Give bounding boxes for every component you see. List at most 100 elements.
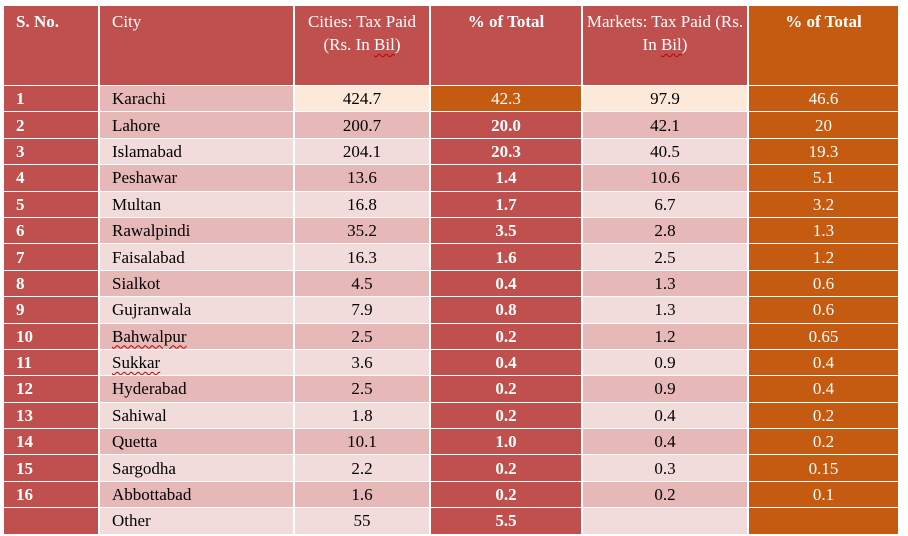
header-markets-pct-total: % of Total <box>749 6 900 86</box>
row-city-tax: 1.6 <box>295 481 431 509</box>
row-city-pct: 5.5 <box>431 508 583 535</box>
row-city-pct: 0.2 <box>431 481 583 509</box>
row-market-tax: 0.9 <box>583 376 749 403</box>
header-cities-tax-text: Cities: Tax Paid (Rs. In <box>307 12 417 54</box>
row-sno: 11 <box>4 349 100 377</box>
row-city-tax: 200.7 <box>295 112 431 139</box>
row-city-pct: 20.0 <box>431 112 583 139</box>
row-market-tax: 40.5 <box>583 138 749 166</box>
header-markets-tax-text: Markets: Tax Paid (Rs. In <box>586 12 744 54</box>
row-market-tax: 10.6 <box>583 165 749 192</box>
header-markets-tax: Markets: Tax Paid (Rs. In Bil) <box>583 6 749 86</box>
table-row: 4 Peshawar 13.6 1.4 10.6 5.1 <box>4 165 900 192</box>
row-market-pct: 0.4 <box>749 376 900 403</box>
row-sno: 10 <box>4 323 100 350</box>
row-city-pct: 1.6 <box>431 244 583 271</box>
row-market-pct: 1.2 <box>749 244 900 271</box>
row-market-pct: 0.4 <box>749 349 900 377</box>
row-city-pct: 20.3 <box>431 138 583 166</box>
row-sno: 4 <box>4 165 100 192</box>
table-row: 15 Sargodha 2.2 0.2 0.3 0.15 <box>4 455 900 482</box>
header-city: City <box>100 6 295 86</box>
table-body: 1 Karachi 424.7 42.3 97.9 46.6 2 Lahore 200.7 20.… <box>4 86 900 535</box>
header-markets-tax-close: ) <box>681 35 688 54</box>
row-city-pct: 1.7 <box>431 191 583 218</box>
table-row: 7 Faisalabad 16.3 1.6 2.5 1.2 <box>4 244 900 271</box>
row-city: Abbottabad <box>100 481 295 509</box>
row-city-tax: 16.3 <box>295 244 431 271</box>
row-city: Karachi <box>100 86 295 113</box>
row-sno: 9 <box>4 297 100 324</box>
row-city-text: Sukkar <box>112 353 161 373</box>
row-sno: 14 <box>4 429 100 456</box>
row-sno: 7 <box>4 244 100 271</box>
row-city-tax: 4.5 <box>295 270 431 298</box>
row-city: Islamabad <box>100 138 295 166</box>
table-row: Other 55 5.5 <box>4 508 900 535</box>
row-market-tax <box>583 508 749 535</box>
row-market-tax: 42.1 <box>583 112 749 139</box>
row-city: Sahiwal <box>100 402 295 430</box>
row-city-pct: 42.3 <box>431 86 583 113</box>
row-city-pct: 1.4 <box>431 165 583 192</box>
row-city: Peshawar <box>100 165 295 192</box>
row-city: Sialkot <box>100 270 295 298</box>
row-market-pct: 46.6 <box>749 86 900 113</box>
table-row: 2 Lahore 200.7 20.0 42.1 20 <box>4 112 900 139</box>
row-market-tax: 1.3 <box>583 270 749 298</box>
row-market-tax: 0.4 <box>583 402 749 430</box>
row-market-tax: 2.5 <box>583 244 749 271</box>
row-city-tax: 35.2 <box>295 217 431 245</box>
row-sno: 1 <box>4 86 100 113</box>
row-market-pct: 0.1 <box>749 481 900 509</box>
row-city-text: Bahwalpur <box>112 326 187 346</box>
table-row: 16 Abbottabad 1.6 0.2 0.2 0.1 <box>4 481 900 509</box>
header-cities-tax-close: ) <box>394 35 401 54</box>
row-city-tax: 2.2 <box>295 455 431 482</box>
row-city-tax: 7.9 <box>295 297 431 324</box>
row-market-tax: 0.3 <box>583 455 749 482</box>
row-market-pct: 0.6 <box>749 270 900 298</box>
row-market-pct: 0.2 <box>749 402 900 430</box>
table-row: 11 Sukkar 3.6 0.4 0.9 0.4 <box>4 349 900 377</box>
row-market-tax: 6.7 <box>583 191 749 218</box>
row-city: Gujranwala <box>100 297 295 324</box>
row-city: Other <box>100 508 295 535</box>
table-row: 6 Rawalpindi 35.2 3.5 2.8 1.3 <box>4 217 900 245</box>
row-sno: 2 <box>4 112 100 139</box>
tax-table: S. No. City Cities: Tax Paid (Rs. In Bil… <box>4 6 900 535</box>
row-city: Multan <box>100 191 295 218</box>
header-pct-total: % of Total <box>431 6 583 86</box>
row-sno: 5 <box>4 191 100 218</box>
row-city-pct: 0.2 <box>431 376 583 403</box>
row-sno: 3 <box>4 138 100 166</box>
header-row: S. No. City Cities: Tax Paid (Rs. In Bil… <box>4 6 900 86</box>
row-city-tax: 16.8 <box>295 191 431 218</box>
row-market-pct: 0.2 <box>749 429 900 456</box>
row-city: Bahwalpur <box>100 323 295 350</box>
row-market-pct: 1.3 <box>749 217 900 245</box>
row-market-tax: 0.4 <box>583 429 749 456</box>
row-city: Sukkar <box>100 349 295 377</box>
table-row: 8 Sialkot 4.5 0.4 1.3 0.6 <box>4 270 900 298</box>
row-city-pct: 3.5 <box>431 217 583 245</box>
row-city-pct: 0.2 <box>431 455 583 482</box>
row-market-pct: 0.65 <box>749 323 900 350</box>
header-cities-tax-unit: Bil <box>374 35 395 54</box>
header-markets-tax-unit: Bil <box>660 35 682 54</box>
row-market-tax: 2.8 <box>583 217 749 245</box>
row-city-tax: 424.7 <box>295 86 431 113</box>
row-city-pct: 0.4 <box>431 270 583 298</box>
row-market-pct: 0.6 <box>749 297 900 324</box>
row-city: Faisalabad <box>100 244 295 271</box>
row-sno <box>4 508 100 535</box>
row-market-pct: 20 <box>749 112 900 139</box>
row-market-pct: 3.2 <box>749 191 900 218</box>
table-row: 3 Islamabad 204.1 20.3 40.5 19.3 <box>4 138 900 166</box>
table-row: 10 Bahwalpur 2.5 0.2 1.2 0.65 <box>4 323 900 350</box>
row-city-tax: 204.1 <box>295 138 431 166</box>
row-city: Hyderabad <box>100 376 295 403</box>
table-row: 14 Quetta 10.1 1.0 0.4 0.2 <box>4 429 900 456</box>
row-city-pct: 0.2 <box>431 323 583 350</box>
header-sno: S. No. <box>4 6 100 86</box>
